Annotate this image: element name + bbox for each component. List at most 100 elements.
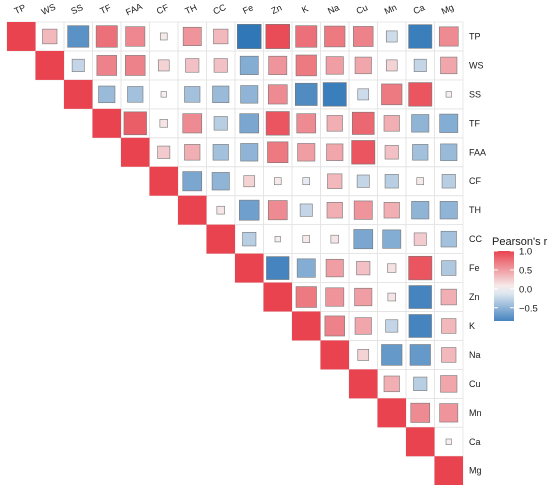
- corr-cell-th-cc: [216, 205, 225, 215]
- corr-cell-ws-fe: [239, 55, 259, 75]
- corr-cell-tp-cu: [353, 26, 374, 47]
- corr-cell-tp-ss: [67, 25, 90, 48]
- legend-tick-label: 0.5: [519, 265, 532, 276]
- corr-cell-cc-ca: [413, 232, 427, 246]
- correlation-cells: [7, 22, 463, 485]
- corr-cell-cc-fe: [242, 232, 257, 247]
- column-label-cf: CF: [155, 2, 171, 16]
- corr-cell-ss-fe: [240, 85, 259, 104]
- corr-cell-ss-faa: [127, 86, 144, 103]
- corr-cell-fe-zn: [266, 256, 290, 280]
- corr-cell-cf-k: [302, 177, 311, 186]
- corr-cell-na-mg: [441, 347, 457, 363]
- corr-cell-na-cu: [357, 349, 370, 361]
- corr-cell-tf-ca: [411, 114, 430, 133]
- corr-cell-fe-na: [325, 258, 344, 278]
- corr-cell-faa-ca: [412, 144, 429, 161]
- corr-cell-th-zn: [267, 200, 288, 221]
- corr-cell-tf-cf: [159, 119, 168, 128]
- corr-cell-ss-k: [294, 82, 318, 106]
- corr-cell-zn-na: [325, 287, 345, 307]
- corr-cell-fe-mg: [441, 260, 457, 276]
- corr-cell-cf-mg: [441, 174, 456, 189]
- corr-cell-cc-k: [302, 235, 311, 243]
- corr-cell-faa-th: [184, 144, 201, 161]
- corr-cell-k-k: [292, 311, 321, 341]
- corr-cell-th-th: [178, 195, 207, 225]
- corr-cell-ss-mn: [381, 83, 403, 106]
- corr-cell-ws-na: [325, 56, 344, 75]
- row-label-cu: Cu: [469, 379, 481, 389]
- column-label-fe: Fe: [241, 3, 255, 17]
- corr-cell-tf-mg: [439, 113, 459, 133]
- corr-cell-fe-mn: [387, 263, 397, 273]
- row-label-cc: CC: [469, 234, 482, 244]
- row-label-tp: TP: [469, 31, 481, 41]
- corr-cell-ws-cf: [157, 59, 170, 72]
- column-label-na: Na: [326, 2, 341, 16]
- corr-cell-cu-mg: [440, 375, 458, 393]
- corr-cell-tp-tp: [7, 22, 36, 51]
- column-label-mn: Mn: [383, 2, 399, 16]
- corr-cell-faa-mg: [440, 143, 458, 161]
- legend-colorbar: [494, 251, 514, 321]
- corr-cell-k-mn: [385, 319, 399, 333]
- corr-cell-ss-ca: [408, 82, 433, 107]
- column-label-ws: WS: [40, 2, 57, 17]
- corr-cell-cf-th: [182, 171, 203, 192]
- corr-cell-faa-mn: [384, 145, 399, 160]
- corr-cell-cu-cu: [349, 369, 378, 399]
- corr-cell-cc-mn: [382, 229, 402, 249]
- corr-cell-ws-ws: [35, 50, 64, 80]
- corr-cell-k-cu: [354, 317, 372, 335]
- corr-cell-tf-fe: [239, 113, 260, 134]
- corr-cell-tf-cc: [213, 116, 228, 131]
- corr-cell-tf-th: [182, 113, 203, 134]
- corr-cell-ws-k: [295, 54, 317, 77]
- corr-cell-tp-th: [182, 26, 202, 46]
- corr-cell-ss-mg: [445, 91, 452, 98]
- corr-cell-na-ca: [409, 344, 431, 366]
- corr-cell-ss-cc: [212, 85, 230, 104]
- corr-cell-cc-cu: [353, 229, 374, 250]
- corr-cell-cc-mg: [440, 230, 457, 248]
- corr-cell-cc-zn: [274, 236, 281, 243]
- corr-cell-cu-mn: [383, 375, 400, 393]
- legend-tick-label: 1.0: [519, 247, 532, 258]
- corr-cell-cc-cc: [206, 224, 235, 254]
- corr-cell-th-mn: [383, 202, 400, 219]
- corr-cell-faa-na: [326, 143, 344, 161]
- legend: Pearson's r 1.0 0.5 0.0 −0.5: [492, 236, 548, 321]
- row-label-ws: WS: [469, 60, 484, 70]
- row-label-cf: CF: [469, 176, 481, 186]
- corr-cell-cf-cu: [356, 174, 370, 188]
- row-label-na: Na: [469, 350, 481, 360]
- row-label-fe: Fe: [469, 263, 480, 273]
- corr-cell-th-mg: [439, 201, 458, 220]
- corr-cell-ss-na: [322, 82, 347, 107]
- legend-tick-label: 0.0: [519, 284, 532, 295]
- legend-title: Pearson's r: [492, 236, 548, 248]
- corr-cell-cf-ca: [416, 177, 425, 186]
- corr-cell-tp-tf: [95, 25, 118, 48]
- corr-cell-tp-mn: [385, 30, 398, 43]
- row-label-mn: Mn: [469, 408, 482, 418]
- corr-cell-mn-mg: [439, 403, 459, 423]
- corr-cell-zn-zn: [263, 282, 292, 312]
- corr-cell-ws-ss: [71, 58, 85, 72]
- corr-cell-ws-cc: [213, 58, 228, 73]
- corr-cell-cf-zn: [273, 177, 282, 186]
- column-label-th: TH: [183, 2, 198, 16]
- corr-cell-na-mn: [381, 344, 403, 366]
- corr-cell-tp-faa: [125, 26, 146, 47]
- corr-cell-faa-cc: [212, 144, 229, 161]
- corr-cell-cf-fe: [243, 175, 256, 188]
- column-label-ss: SS: [69, 2, 84, 16]
- corr-cell-fe-ca: [408, 255, 433, 281]
- corr-cell-cf-cf: [149, 166, 178, 196]
- corr-cell-zn-cu: [354, 287, 373, 307]
- corr-cell-fe-fe: [235, 253, 264, 283]
- corr-cell-faa-fe: [240, 143, 259, 162]
- corr-cell-zn-mn: [387, 292, 396, 302]
